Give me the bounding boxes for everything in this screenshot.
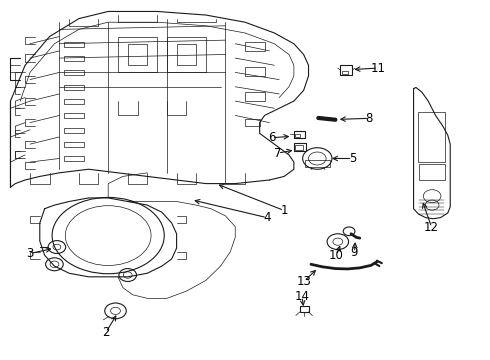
Text: 2: 2 <box>102 326 109 339</box>
Text: 4: 4 <box>263 211 271 224</box>
Bar <box>245 92 265 101</box>
Bar <box>245 67 265 76</box>
Bar <box>64 85 84 90</box>
Bar <box>64 142 84 147</box>
Text: 3: 3 <box>26 247 34 260</box>
Text: 1: 1 <box>280 204 288 217</box>
Bar <box>64 113 84 118</box>
Text: 11: 11 <box>370 62 386 75</box>
Text: 10: 10 <box>329 249 344 262</box>
Bar <box>64 70 84 75</box>
Bar <box>294 131 305 138</box>
Text: 12: 12 <box>424 221 439 234</box>
Bar <box>295 134 300 137</box>
Bar <box>64 56 84 61</box>
Text: 5: 5 <box>349 152 356 165</box>
Text: 6: 6 <box>268 131 275 144</box>
Text: 14: 14 <box>294 290 310 303</box>
Text: 9: 9 <box>351 246 358 259</box>
Bar <box>305 160 330 167</box>
Bar <box>300 306 309 312</box>
Bar <box>64 156 84 161</box>
Bar <box>245 42 265 51</box>
Bar <box>118 37 157 72</box>
Bar <box>419 164 445 180</box>
Bar <box>340 65 352 75</box>
Bar <box>64 99 84 104</box>
Bar <box>294 143 306 150</box>
Bar <box>342 71 347 74</box>
Bar <box>128 44 147 65</box>
Text: 8: 8 <box>366 112 373 125</box>
Text: 13: 13 <box>296 275 312 288</box>
Text: 7: 7 <box>274 147 281 159</box>
Bar <box>176 44 196 65</box>
Bar <box>167 37 206 72</box>
Bar <box>64 41 84 46</box>
Bar <box>64 128 84 133</box>
Bar <box>245 119 260 126</box>
Bar <box>295 145 303 149</box>
Bar <box>418 112 445 162</box>
